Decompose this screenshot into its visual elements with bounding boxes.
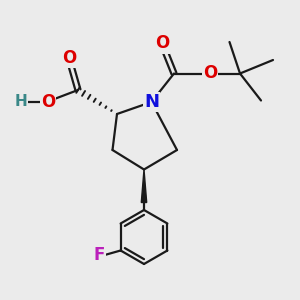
Polygon shape [141, 169, 147, 202]
Text: H: H [15, 94, 27, 110]
Text: O: O [41, 93, 55, 111]
Text: O: O [62, 50, 76, 68]
Text: F: F [94, 246, 105, 264]
Text: N: N [144, 93, 159, 111]
Text: O: O [155, 34, 169, 52]
Text: O: O [203, 64, 217, 82]
